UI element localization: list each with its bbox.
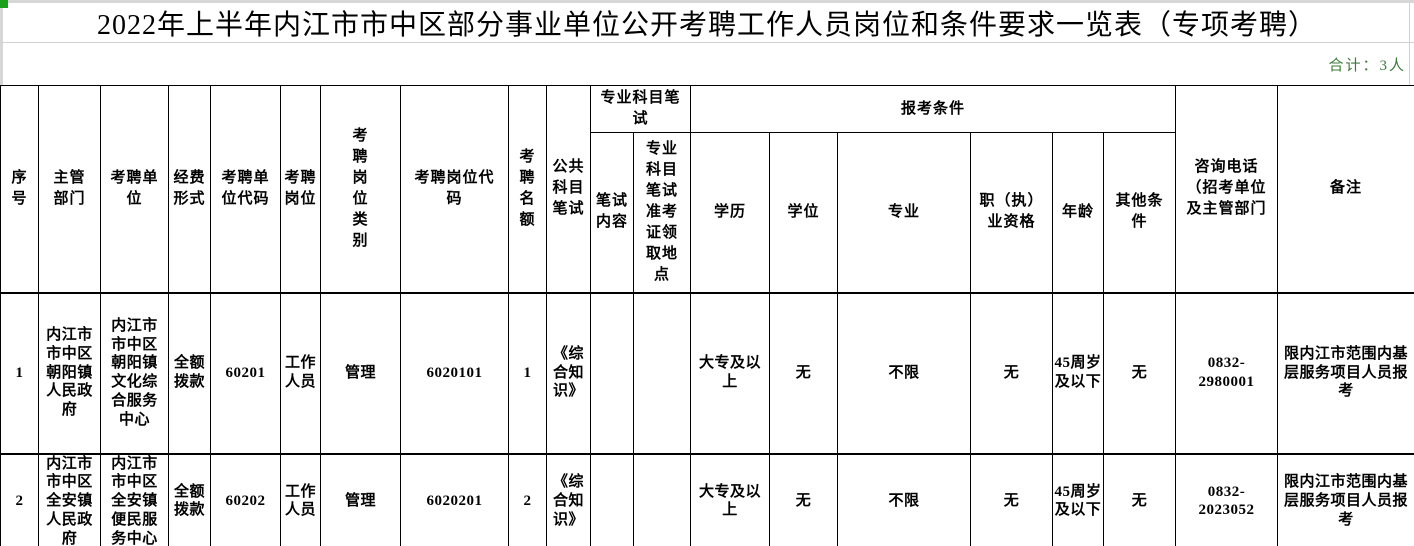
- header-seq: 序 号: [0, 85, 39, 293]
- cell-funding: 全额 拨款: [168, 291, 211, 454]
- cell-post-code: 6020201: [400, 452, 509, 546]
- excel-corner-marker-icon: [0, 0, 8, 8]
- cell-age: 45周岁 及以下: [1052, 452, 1105, 546]
- cell-qualification: 无: [970, 291, 1054, 454]
- cell-public-exam: 《综 合知 识》: [546, 291, 591, 454]
- title-divider: [0, 42, 1414, 43]
- header-funding: 经费 形式: [168, 85, 211, 293]
- header-quota: 考 聘 名 额: [508, 85, 547, 293]
- cell-major: 不限: [837, 452, 972, 546]
- cell-other: 无: [1103, 452, 1177, 546]
- cell-phone: 0832- 2980001: [1175, 291, 1279, 454]
- cell-quota: 1: [508, 291, 547, 454]
- page-title: 2022年上半年内江市市中区部分事业单位公开考聘工作人员岗位和条件要求一览表（专…: [96, 9, 1317, 41]
- cell-post: 工作 人员: [280, 452, 321, 546]
- cell-dept: 内江市 市中区 全安镇 人民政 府: [38, 452, 101, 546]
- header-education: 学历: [690, 132, 771, 293]
- header-remark: 备注: [1277, 85, 1414, 293]
- top-edge-divider: [0, 0, 1414, 3]
- header-exam-content: 笔试 内容: [590, 132, 634, 293]
- cell-phone: 0832- 2023052: [1175, 452, 1279, 546]
- cell-dept: 内江市 市中区 朝阳镇 人民政 府: [38, 291, 101, 454]
- cell-post-code: 6020101: [400, 291, 509, 454]
- header-age: 年龄: [1052, 132, 1105, 293]
- header-row-sub: 笔试 内容 专业 科目 笔试 准考 证领 取地 点 学历 学位 专业 职（执） …: [1, 132, 1414, 293]
- header-major: 专业: [837, 132, 972, 293]
- cell-seq: 2: [0, 452, 39, 546]
- cell-post: 工作 人员: [280, 291, 321, 454]
- header-degree: 学位: [769, 132, 839, 293]
- header-qualification: 职（执） 业资格: [970, 132, 1054, 293]
- header-phone: 咨询电话 （招考单位 及主管部门: [1175, 85, 1279, 293]
- cell-public-exam: 《综 合知 识》: [546, 452, 591, 546]
- cell-exam-content: [590, 291, 634, 454]
- recruitment-table: 序 号 主管 部门 考聘单 位 经费 形式 考聘单 位代码 考聘 岗位 考 聘 …: [0, 85, 1414, 546]
- cell-post-category: 管理: [320, 291, 401, 454]
- cell-post-category: 管理: [320, 452, 401, 546]
- header-row-top: 序 号 主管 部门 考聘单 位 经费 形式 考聘单 位代码 考聘 岗位 考 聘 …: [0, 85, 1414, 293]
- right-gridline: [1409, 3, 1410, 85]
- header-dept: 主管 部门: [38, 85, 101, 293]
- cell-remark: 限内江市范围内基 层服务项目人员报 考: [1277, 452, 1414, 546]
- cell-seq: 1: [0, 291, 39, 454]
- header-post: 考聘 岗位: [280, 85, 321, 293]
- cell-education: 大专及以 上: [690, 452, 771, 546]
- cell-unit: 内江市 市中区 朝阳镇 文化综 合服务 中心: [100, 291, 169, 454]
- header-post-code: 考聘岗位代 码: [400, 85, 509, 293]
- cell-qualification: 无: [970, 452, 1054, 546]
- cell-degree: 无: [769, 452, 839, 546]
- header-unit-code: 考聘单 位代码: [210, 85, 281, 293]
- cell-age: 45周岁 及以下: [1052, 291, 1105, 454]
- header-public-exam: 公共 科目 笔试: [546, 85, 591, 293]
- header-post-category: 考 聘 岗 位 类 别: [320, 85, 401, 293]
- cell-unit: 内江市 市中区 全安镇 便民服 务中心: [100, 452, 169, 546]
- cell-other: 无: [1103, 291, 1177, 454]
- cell-remark: 限内江市范围内基 层服务项目人员报 考: [1277, 291, 1414, 454]
- cell-ticket-place: [632, 452, 692, 546]
- cell-education: 大专及以 上: [690, 291, 771, 454]
- header-ticket-place: 专业 科目 笔试 准考 证领 取地 点: [632, 132, 692, 293]
- total-count-label: 合计：3人: [1328, 57, 1406, 74]
- cell-unit-code: 60202: [210, 452, 281, 546]
- table-row: 1 内江市 市中区 朝阳镇 人民政 府 内江市 市中区 朝阳镇 文化综 合服务 …: [0, 291, 1414, 454]
- header-other: 其他条 件: [1103, 132, 1177, 293]
- header-unit: 考聘单 位: [100, 85, 169, 293]
- header-group-application-conditions: 报考条件: [690, 85, 1177, 133]
- table-row: 2 内江市 市中区 全安镇 人民政 府 内江市 市中区 全安镇 便民服 务中心 …: [0, 452, 1414, 546]
- cell-degree: 无: [769, 291, 839, 454]
- cell-major: 不限: [837, 291, 972, 454]
- header-group-professional-exam: 专业科目笔 试: [589, 85, 692, 133]
- cell-quota: 2: [508, 452, 547, 546]
- cell-exam-content: [590, 452, 634, 546]
- cell-funding: 全额 拨款: [168, 452, 211, 546]
- cell-unit-code: 60201: [210, 291, 281, 454]
- cell-ticket-place: [632, 291, 692, 454]
